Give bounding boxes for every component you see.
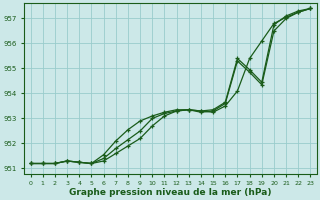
X-axis label: Graphe pression niveau de la mer (hPa): Graphe pression niveau de la mer (hPa) — [69, 188, 272, 197]
